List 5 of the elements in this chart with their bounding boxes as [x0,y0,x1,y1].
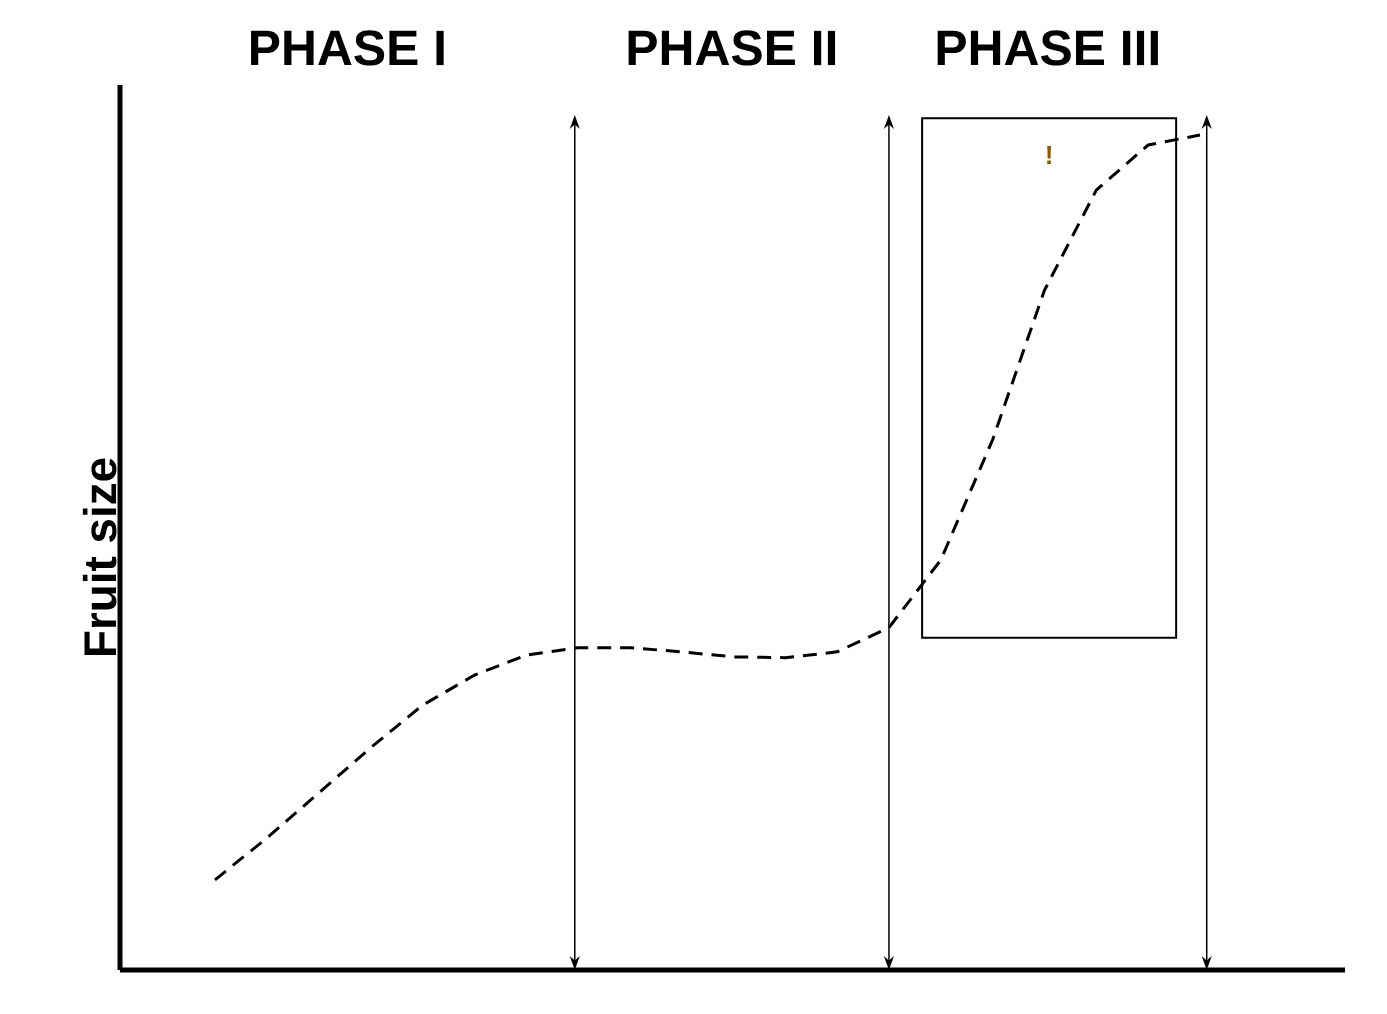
text: PHASE I [251,30,444,66]
annotation: ! [1047,146,1051,164]
text: PHASE III [937,30,1158,66]
text: PHASE II [628,30,836,66]
y-axis-title: Fruit size [82,458,117,656]
